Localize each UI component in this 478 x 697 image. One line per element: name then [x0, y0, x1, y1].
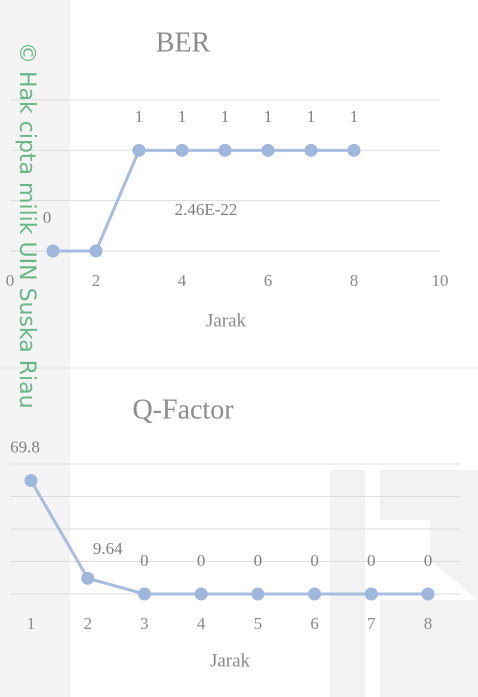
point — [175, 143, 189, 157]
point — [81, 571, 95, 585]
x-tick-label: 8 — [350, 271, 359, 290]
x-tick-label: 2 — [83, 614, 92, 633]
point — [251, 587, 265, 601]
x-tick-label: 6 — [264, 271, 273, 290]
point — [347, 143, 361, 157]
x-axis-label: Jarak — [206, 310, 247, 331]
data-label: 0 — [43, 208, 52, 227]
chart-title: BER — [156, 27, 211, 58]
x-tick-label: 6 — [310, 614, 319, 633]
x-tick-label: 7 — [367, 614, 376, 633]
data-label: 0 — [254, 551, 263, 570]
point — [364, 587, 378, 601]
point — [89, 244, 103, 258]
data-label: 2.46E-22 — [175, 200, 238, 219]
point — [421, 587, 435, 601]
x-tick-label: 8 — [424, 614, 433, 633]
chart-title: Q-Factor — [132, 394, 234, 425]
data-label: 0 — [367, 551, 376, 570]
data-label: 1 — [264, 107, 273, 126]
side-band — [0, 0, 70, 697]
x-tick-label: 2 — [92, 271, 101, 290]
point — [308, 587, 322, 601]
data-label: 0 — [424, 551, 433, 570]
data-label: 1 — [307, 107, 316, 126]
x-tick-label: 0 — [6, 271, 15, 290]
point — [132, 143, 146, 157]
line — [29, 479, 428, 596]
line — [53, 148, 354, 253]
point — [46, 244, 60, 258]
x-axis-label: Jarak — [210, 650, 251, 671]
logo-watermark — [330, 470, 478, 697]
data-label: 0 — [310, 551, 319, 570]
data-label: 0 — [140, 551, 149, 570]
x-tick-label: 1 — [27, 614, 36, 633]
data-label: 1 — [221, 107, 230, 126]
point — [194, 587, 208, 601]
point — [218, 143, 232, 157]
watermark: © Hak cipta milik UIN Suska Riau — [14, 42, 39, 409]
x-tick-label: 4 — [178, 271, 187, 290]
point — [137, 587, 151, 601]
data-label: 0 — [197, 551, 206, 570]
x-tick-label: 5 — [254, 614, 263, 633]
point — [304, 143, 318, 157]
x-tick-label: 4 — [197, 614, 206, 633]
x-tick-label: 10 — [432, 271, 449, 290]
data-label: 9.64 — [93, 539, 123, 558]
x-tick-label: 3 — [140, 614, 149, 633]
point — [261, 143, 275, 157]
data-label: 1 — [178, 107, 187, 126]
data-label: 1 — [350, 107, 359, 126]
data-label: 1 — [135, 107, 144, 126]
data-label: 69.8 — [10, 437, 40, 456]
point — [24, 474, 38, 488]
